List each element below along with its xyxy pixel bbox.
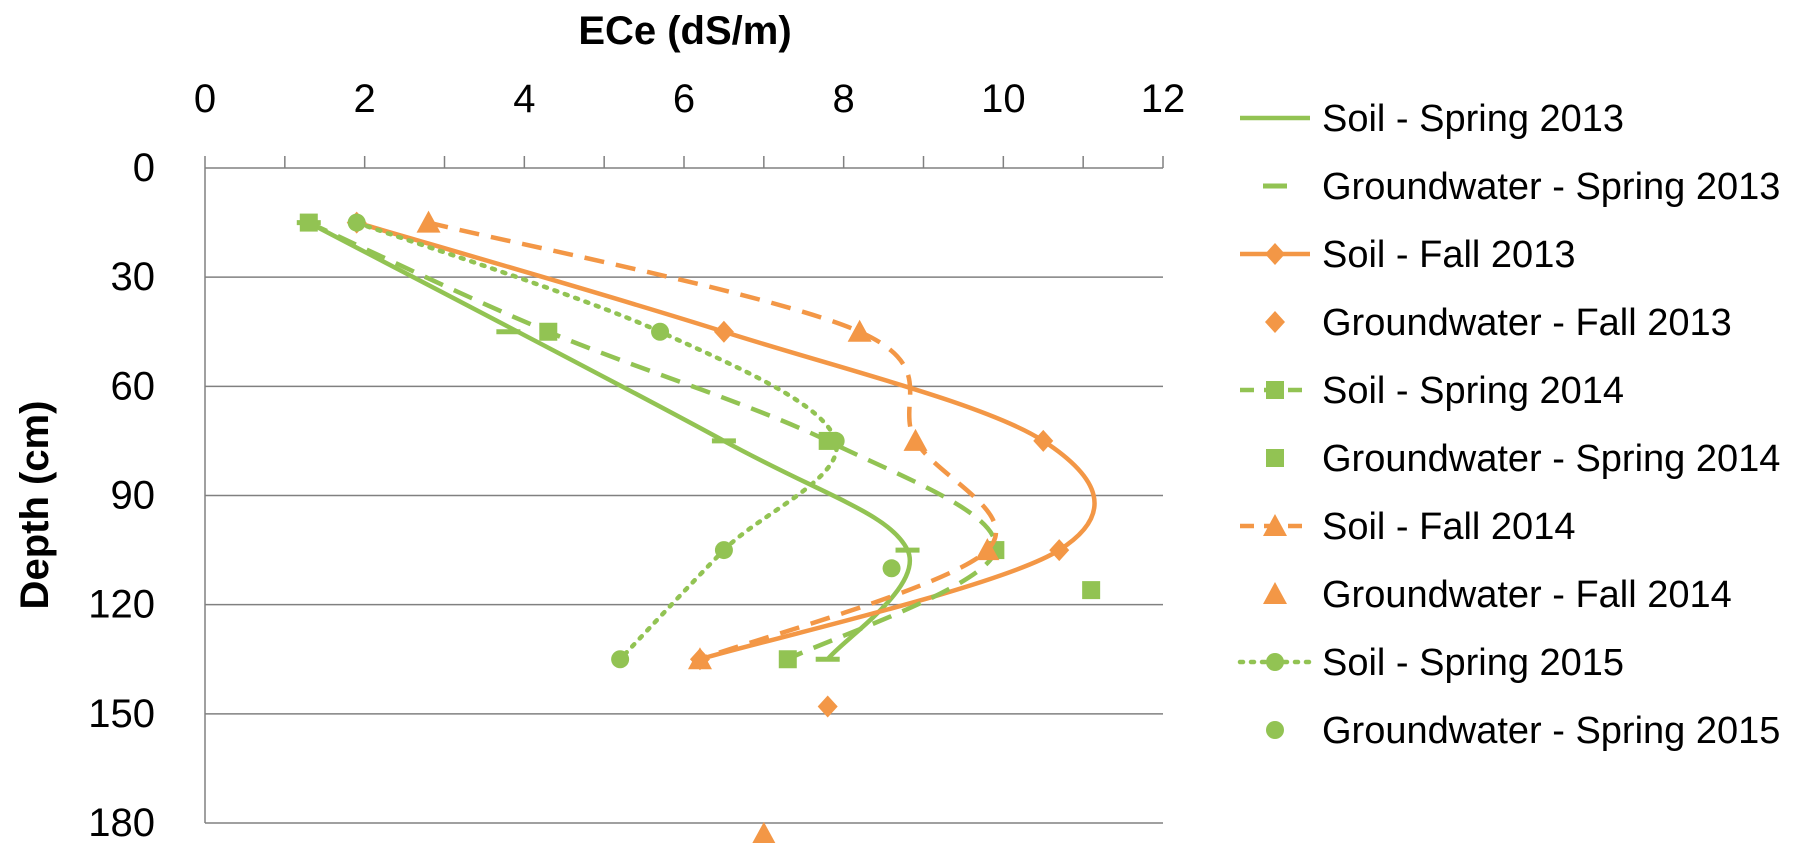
data-point — [826, 431, 845, 450]
series-groundwater-fall-2014 — [752, 821, 776, 843]
x-tick-label: 12 — [1141, 77, 1186, 121]
data-point — [752, 821, 776, 843]
legend-marker — [1266, 721, 1284, 739]
legend-label: Soil - Fall 2014 — [1322, 506, 1575, 548]
data-point — [347, 213, 366, 232]
legend-entry: Groundwater - Spring 2014 — [1266, 438, 1780, 480]
data-point — [299, 213, 318, 232]
series-line — [427, 220, 999, 662]
x-tick-label: 2 — [354, 77, 376, 121]
series-soil-fall-2014 — [416, 210, 1000, 670]
y-tick-label: 180 — [88, 801, 155, 843]
plot-area — [296, 210, 1101, 843]
legend: Soil - Spring 2013 Groundwater - Spring 2… — [1237, 98, 1780, 752]
x-axis-title: ECe (dS/m) — [578, 9, 791, 53]
series-groundwater-fall-2013 — [817, 695, 838, 718]
data-point — [611, 650, 630, 669]
legend-label: Groundwater - Fall 2014 — [1322, 574, 1732, 616]
x-tick-label: 0 — [194, 77, 216, 121]
series-soil-spring-2013 — [307, 220, 913, 661]
x-tick-label: 8 — [833, 77, 855, 121]
x-tick-label: 4 — [513, 77, 535, 121]
data-point — [847, 319, 872, 342]
y-tick-label: 120 — [88, 583, 155, 627]
data-point — [1082, 581, 1101, 600]
legend-label: Soil - Spring 2014 — [1322, 370, 1624, 412]
series-groundwater-spring-2014 — [1082, 581, 1101, 600]
data-point — [882, 559, 901, 578]
legend-entry: Soil - Spring 2013 — [1240, 98, 1624, 140]
series-soil-spring-2015 — [347, 213, 845, 669]
legend-label: Soil - Fall 2013 — [1322, 234, 1575, 276]
data-point — [416, 210, 441, 233]
y-tick-label: 0 — [133, 146, 155, 190]
data-point — [817, 695, 838, 718]
y-tick-label: 60 — [111, 364, 156, 408]
data-point — [651, 322, 670, 341]
legend-entry: Groundwater - Fall 2013 — [1265, 302, 1732, 344]
data-point — [539, 322, 558, 341]
legend-label: Groundwater - Spring 2013 — [1322, 166, 1780, 208]
gridlines — [205, 276, 1163, 824]
series-line — [354, 220, 839, 662]
legend-marker — [1263, 514, 1287, 536]
data-point — [903, 428, 928, 451]
legend-marker — [1266, 381, 1284, 399]
series-groundwater-spring-2015 — [882, 559, 901, 578]
data-point — [1033, 429, 1054, 452]
x-tick-label: 10 — [981, 77, 1026, 121]
legend-entry: Soil - Spring 2014 — [1240, 370, 1624, 412]
legend-entry: Soil - Spring 2015 — [1237, 642, 1624, 684]
legend-label: Groundwater - Spring 2015 — [1322, 710, 1780, 752]
data-point — [1049, 539, 1070, 562]
y-tick-label: 90 — [111, 474, 156, 518]
legend-entry: Groundwater - Spring 2013 — [1263, 166, 1780, 208]
y-axis-title: Depth (cm) — [13, 401, 57, 610]
legend-entry: Groundwater - Fall 2014 — [1263, 574, 1732, 616]
axes: 0 30 60 90 120 150 180 0 2 4 6 8 10 12 — [88, 77, 1185, 843]
data-point — [778, 650, 797, 669]
legend-label: Soil - Spring 2013 — [1322, 98, 1624, 140]
legend-marker — [1266, 653, 1284, 671]
series-line — [307, 220, 913, 661]
legend-entry: Soil - Fall 2014 — [1240, 506, 1575, 548]
series-soil-spring-2014 — [299, 213, 1005, 669]
legend-label: Soil - Spring 2015 — [1322, 642, 1624, 684]
x-tick-label: 6 — [673, 77, 695, 121]
legend-marker — [1266, 449, 1284, 467]
legend-entry: Groundwater - Spring 2015 — [1266, 710, 1780, 752]
data-point — [714, 541, 733, 560]
legend-label: Groundwater - Fall 2013 — [1322, 302, 1732, 344]
legend-label: Groundwater - Spring 2014 — [1322, 438, 1780, 480]
y-tick-label: 150 — [88, 692, 155, 736]
legend-marker — [1263, 582, 1287, 604]
data-point — [687, 647, 712, 670]
legend-marker — [1265, 243, 1285, 265]
legend-entry: Soil - Fall 2013 — [1240, 234, 1575, 276]
data-point — [713, 320, 734, 343]
y-tick-label: 30 — [111, 255, 156, 299]
legend-marker — [1265, 311, 1285, 333]
data-point — [975, 538, 1000, 561]
